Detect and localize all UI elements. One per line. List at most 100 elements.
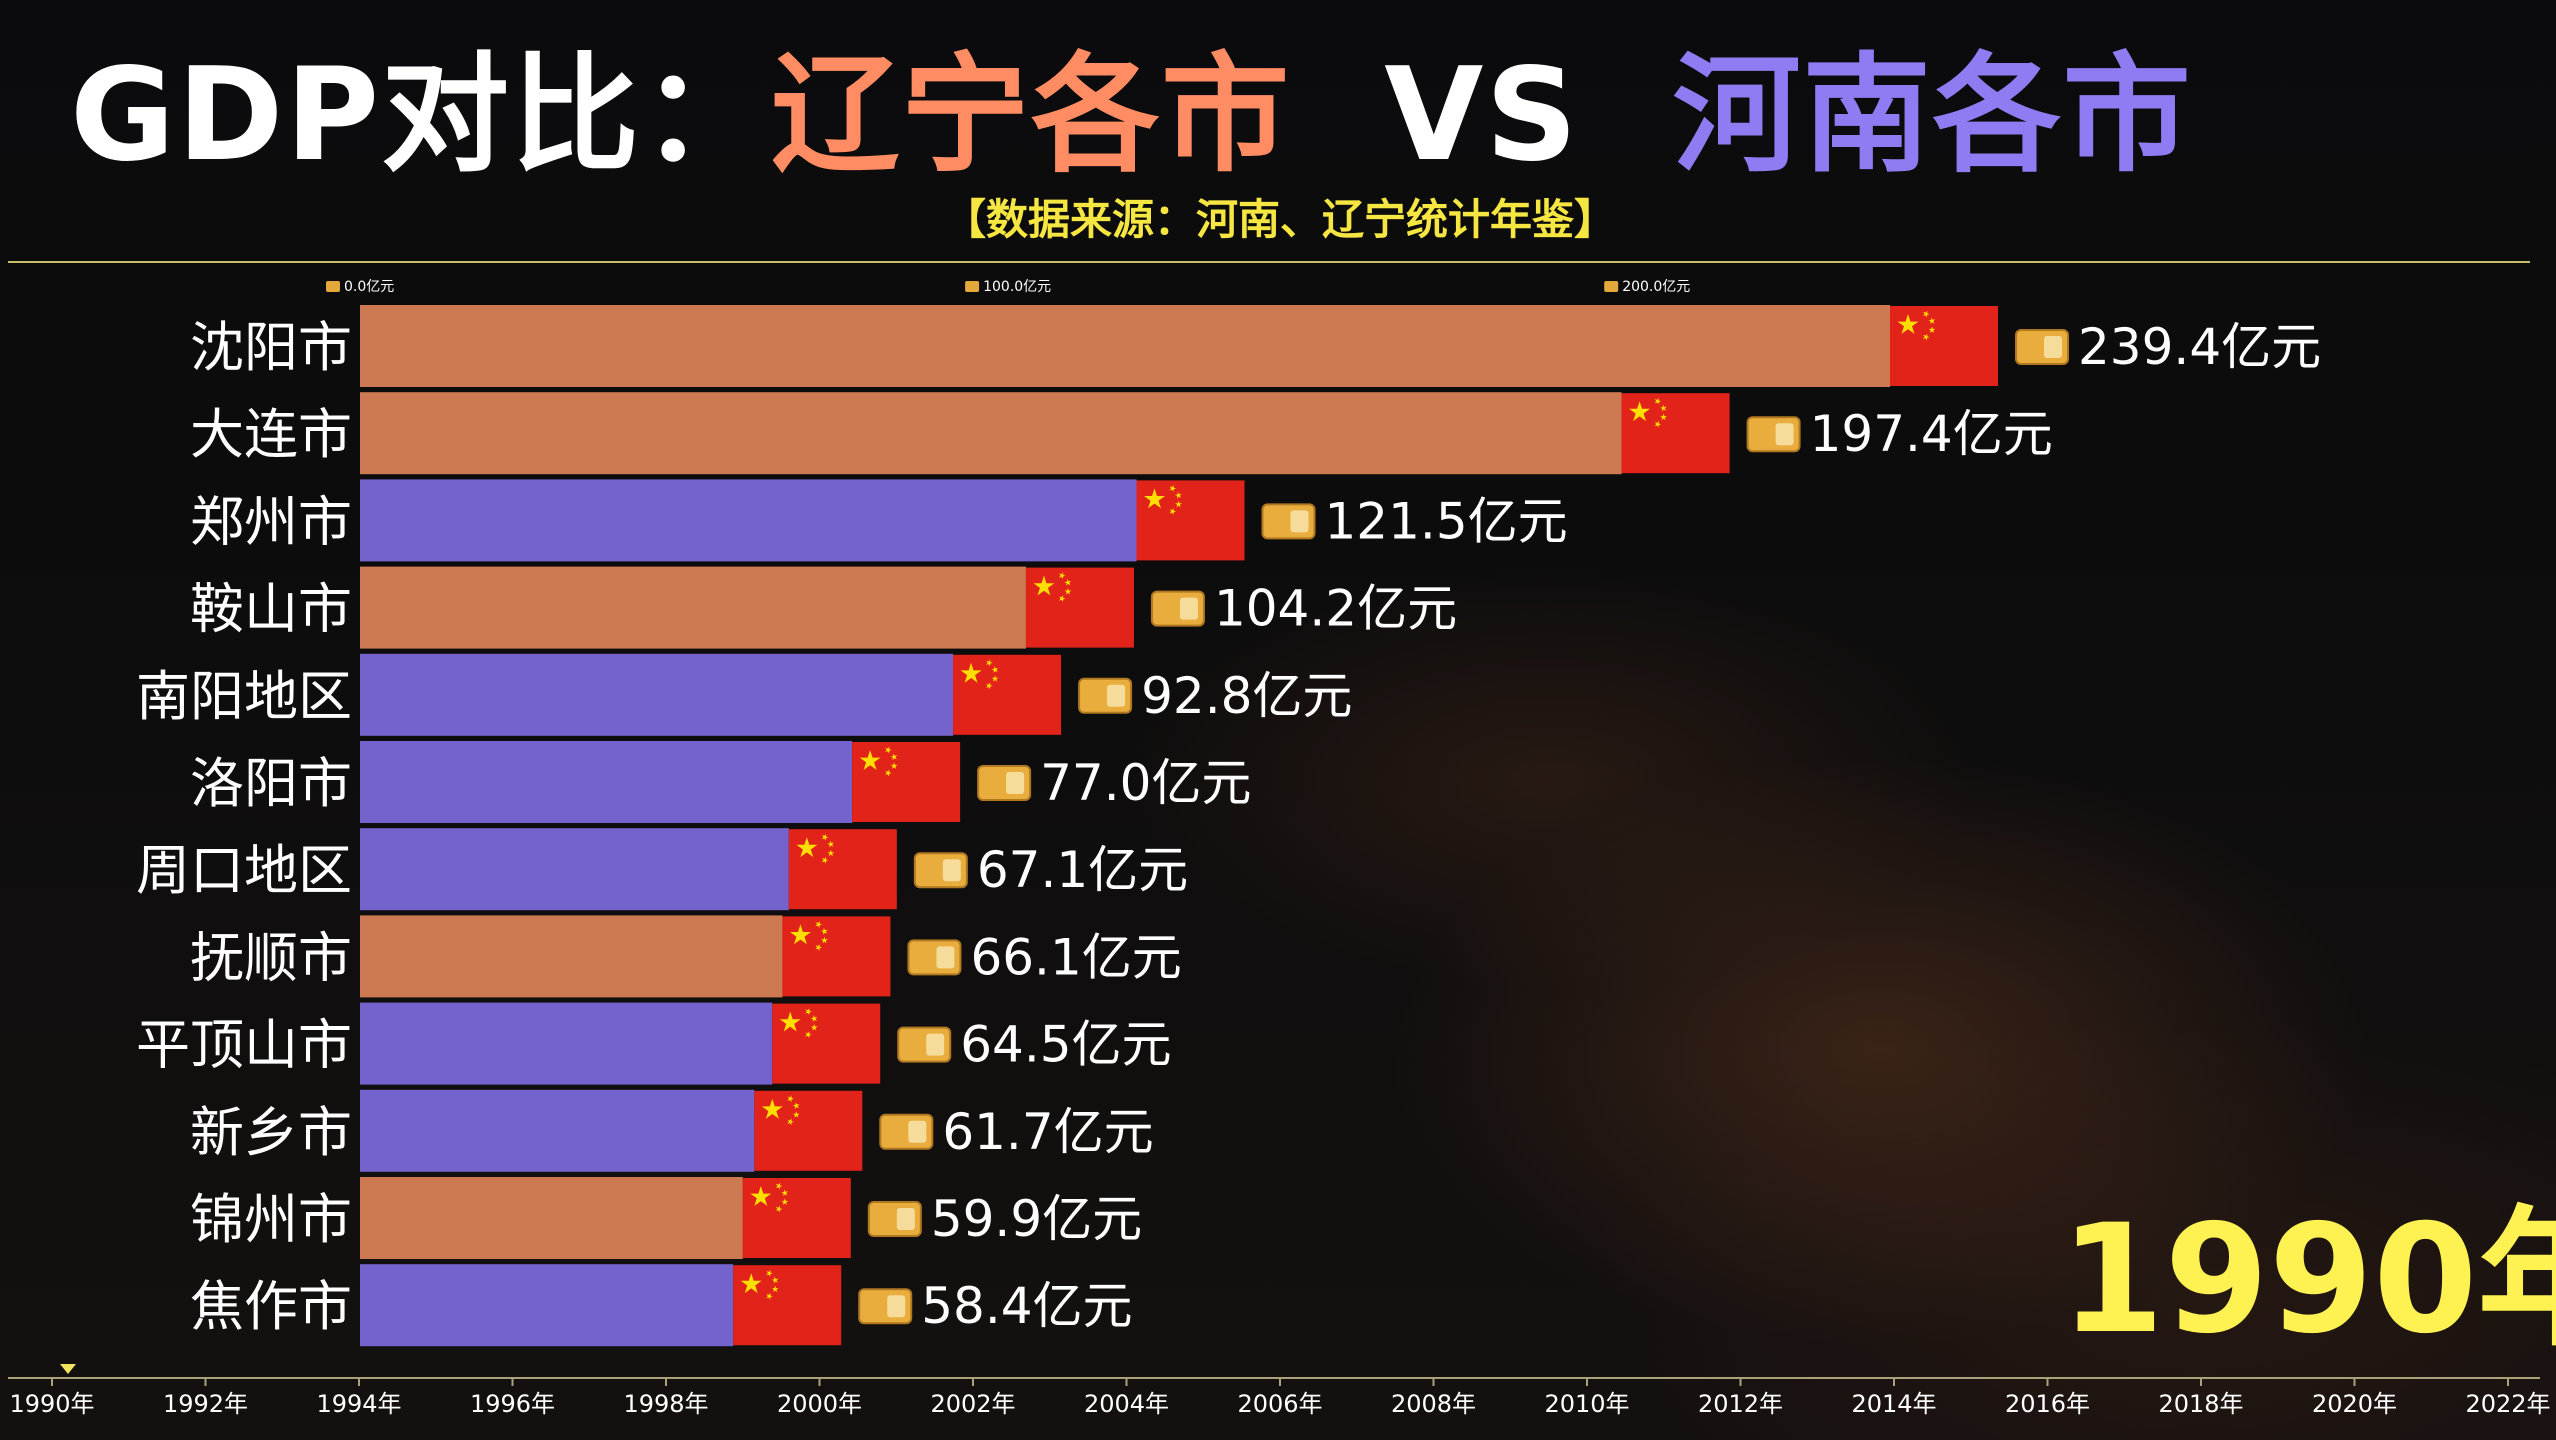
china-flag-icon xyxy=(1621,393,1730,474)
flag-star-icon xyxy=(1923,310,1930,318)
value-label: 197.4亿元 xyxy=(1810,405,2053,463)
flag-star-icon xyxy=(1928,326,1936,333)
flag-star-icon xyxy=(991,675,999,682)
value-label: 64.5亿元 xyxy=(960,1016,1171,1074)
timeline-label: 1998年 xyxy=(623,1390,708,1418)
value-label: 67.1亿元 xyxy=(977,841,1188,899)
timeline-label: 2004年 xyxy=(1084,1390,1169,1418)
title-left-province: 辽宁各市 xyxy=(771,41,1292,190)
timeline-label: 2022年 xyxy=(2465,1390,2550,1418)
flag-star-icon xyxy=(761,1098,783,1119)
flag-star-icon xyxy=(771,1285,779,1293)
value-label: 92.8亿元 xyxy=(1141,667,1352,725)
data-source-subtitle: 【数据来源：河南、辽宁统计年鉴】 xyxy=(943,195,1616,244)
money-icon-detail xyxy=(926,1033,945,1056)
flag-star-icon xyxy=(890,753,898,761)
flag-star-icon xyxy=(810,1015,818,1022)
timeline-label: 1996年 xyxy=(470,1390,555,1418)
flag-star-icon xyxy=(1033,575,1055,596)
x-tick-label: 0.0亿元 xyxy=(344,279,394,295)
category-label: 焦作市 xyxy=(190,1275,352,1338)
category-label: 新乡市 xyxy=(190,1101,352,1164)
china-flag-icon xyxy=(772,1003,881,1084)
flag-star-icon xyxy=(787,1095,794,1103)
flag-star-icon xyxy=(821,833,829,841)
flag-star-icon xyxy=(775,1182,783,1190)
flag-star-icon xyxy=(1928,317,1936,325)
flag-star-icon xyxy=(1660,413,1667,421)
current-year-label: 1990年 xyxy=(2060,1193,2556,1367)
flag-star-icon xyxy=(1660,404,1667,412)
category-label: 洛阳市 xyxy=(190,752,352,815)
bar xyxy=(360,1177,743,1259)
flag-star-icon xyxy=(859,750,881,770)
china-flag-icon xyxy=(1025,567,1134,648)
title-right-province: 河南各市 xyxy=(1672,41,2193,190)
value-label: 58.4亿元 xyxy=(921,1277,1132,1335)
china-flag-icon xyxy=(782,916,891,997)
flag-star-icon xyxy=(1175,500,1182,508)
category-label: 抚顺市 xyxy=(190,926,352,989)
flag-star-icon xyxy=(781,1198,789,1205)
page-title: GDP对比：辽宁各市 VS 河南各市 xyxy=(70,36,2193,196)
timeline-label: 1992年 xyxy=(163,1390,248,1418)
flag-star-icon xyxy=(740,1273,762,1294)
flag-star-icon xyxy=(1058,595,1066,603)
flag-star-icon xyxy=(1654,420,1662,428)
timeline-label: 2002年 xyxy=(930,1390,1015,1418)
flag-star-icon xyxy=(771,1276,779,1284)
flag-star-icon xyxy=(796,837,818,858)
bar xyxy=(360,1264,734,1347)
flag-star-icon xyxy=(766,1292,773,1300)
money-icon-detail xyxy=(1179,597,1198,620)
bar xyxy=(360,392,1622,475)
category-label: 南阳地区 xyxy=(136,665,352,728)
flag-star-icon xyxy=(821,936,828,944)
bar xyxy=(360,1002,773,1085)
category-label: 鞍山市 xyxy=(190,578,352,641)
china-flag-icon xyxy=(788,829,897,910)
flag-star-icon xyxy=(805,1031,812,1039)
china-flag-icon xyxy=(754,1090,863,1171)
money-icon-detail xyxy=(887,1295,906,1318)
flag-star-icon xyxy=(1144,488,1165,509)
flag-star-icon xyxy=(960,662,982,683)
money-icon xyxy=(326,281,340,292)
timeline-label: 1990年 xyxy=(9,1390,94,1418)
china-flag-icon xyxy=(1890,306,1998,386)
money-icon-detail xyxy=(896,1208,915,1230)
title-prefix: GDP对比： xyxy=(70,41,772,190)
china-flag-icon xyxy=(1136,480,1245,561)
bar xyxy=(360,479,1137,562)
value-label: 66.1亿元 xyxy=(970,928,1181,986)
money-icon-detail xyxy=(1107,684,1126,707)
title-divider xyxy=(8,261,2530,263)
money-icon-detail xyxy=(1290,510,1309,533)
flag-star-icon xyxy=(1058,572,1066,580)
flag-star-icon xyxy=(827,840,835,848)
timeline-label: 2010年 xyxy=(1544,1390,1629,1418)
title-vs-text: VS xyxy=(1384,41,1580,190)
value-label: 77.0亿元 xyxy=(1040,754,1251,812)
timeline-marker-icon[interactable] xyxy=(60,1364,76,1374)
money-icon-detail xyxy=(936,946,955,969)
timeline-label: 2008年 xyxy=(1391,1390,1476,1418)
bar xyxy=(360,566,1026,649)
timeline-label: 2020年 xyxy=(2312,1390,2397,1418)
flag-star-icon xyxy=(781,1189,788,1197)
flag-star-icon xyxy=(1064,579,1072,586)
timeline-label: 2006年 xyxy=(1237,1390,1322,1418)
category-label: 锦州市 xyxy=(190,1188,352,1251)
category-label: 沈阳市 xyxy=(190,316,352,379)
money-icon xyxy=(1604,281,1619,292)
flag-star-icon xyxy=(890,762,898,769)
value-label: 104.2亿元 xyxy=(1214,580,1457,638)
flag-star-icon xyxy=(986,682,993,690)
flag-star-icon xyxy=(1897,314,1919,334)
flag-star-icon xyxy=(820,927,828,935)
flag-star-icon xyxy=(815,944,823,951)
flag-star-icon xyxy=(792,1102,800,1110)
timeline-label: 2016年 xyxy=(2005,1390,2090,1418)
china-flag-icon xyxy=(733,1265,842,1346)
